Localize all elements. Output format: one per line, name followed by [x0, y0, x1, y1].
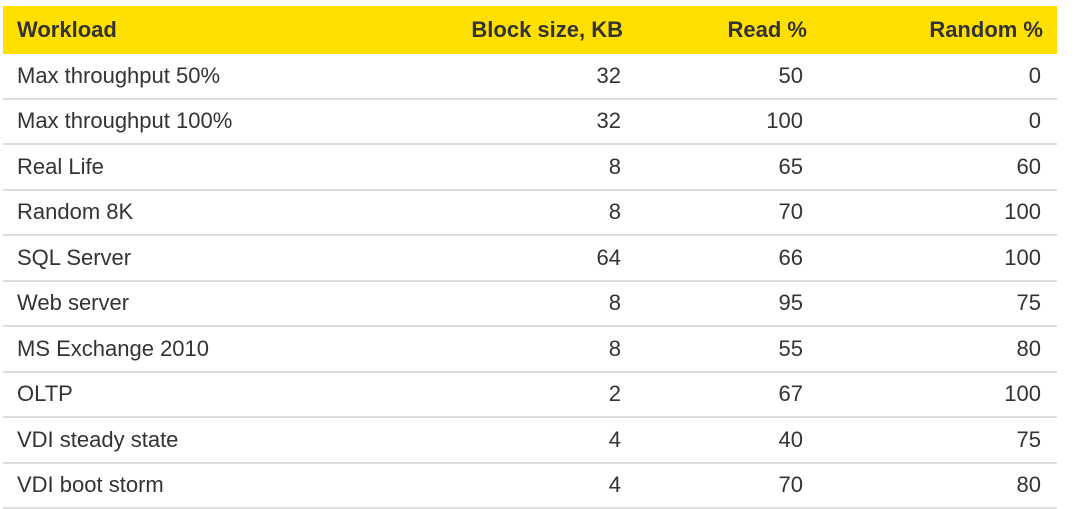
block-size-cell: 8	[421, 326, 623, 373]
workload-cell: MS Exchange 2010	[3, 326, 421, 373]
random-percent-cell: 0	[807, 98, 1057, 145]
table-row: Max throughput 100% 32 100 0	[3, 98, 1057, 145]
table-row: SQL Server 64 66 100	[3, 235, 1057, 282]
read-percent-cell: 66	[623, 235, 807, 282]
workload-cell: Max throughput 50%	[3, 54, 421, 100]
workload-cell: VDI boot storm	[3, 462, 421, 509]
random-percent-cell: 80	[807, 462, 1057, 509]
workload-cell: SQL Server	[3, 235, 421, 282]
block-size-cell: 4	[421, 417, 623, 464]
read-percent-cell: 70	[623, 189, 807, 236]
workload-cell: VDI steady state	[3, 417, 421, 464]
read-percent-cell: 50	[623, 54, 807, 100]
block-size-cell: 32	[421, 98, 623, 145]
table-row: Real Life 8 65 60	[3, 144, 1057, 191]
header-block-size: Block size, KB	[421, 6, 623, 54]
read-percent-cell: 100	[623, 98, 807, 145]
block-size-cell: 8	[421, 189, 623, 236]
random-percent-cell: 60	[807, 144, 1057, 191]
random-percent-cell: 75	[807, 417, 1057, 464]
read-percent-cell: 40	[623, 417, 807, 464]
random-percent-cell: 100	[807, 371, 1057, 418]
table-row: VDI boot storm 4 70 80	[3, 462, 1057, 509]
random-percent-cell: 100	[807, 235, 1057, 282]
block-size-cell: 8	[421, 144, 623, 191]
random-percent-cell: 100	[807, 189, 1057, 236]
header-read-percent: Read %	[623, 6, 807, 54]
header-workload: Workload	[3, 6, 421, 54]
header-random-percent: Random %	[807, 6, 1057, 54]
read-percent-cell: 67	[623, 371, 807, 418]
workload-cell: Web server	[3, 280, 421, 327]
block-size-cell: 8	[421, 280, 623, 327]
workload-cell: Max throughput 100%	[3, 98, 421, 145]
header-row: Workload Block size, KB Read % Random %	[3, 6, 1057, 54]
workload-table: Workload Block size, KB Read % Random % …	[3, 6, 1057, 509]
workload-cell: OLTP	[3, 371, 421, 418]
table-row: MS Exchange 2010 8 55 80	[3, 326, 1057, 373]
workload-cell: Random 8K	[3, 189, 421, 236]
table-row: VDI steady state 4 40 75	[3, 417, 1057, 464]
read-percent-cell: 55	[623, 326, 807, 373]
read-percent-cell: 65	[623, 144, 807, 191]
block-size-cell: 64	[421, 235, 623, 282]
block-size-cell: 4	[421, 462, 623, 509]
table-row: Random 8K 8 70 100	[3, 189, 1057, 236]
random-percent-cell: 75	[807, 280, 1057, 327]
table-row: Max throughput 50% 32 50 0	[3, 54, 1057, 100]
table-row: Web server 8 95 75	[3, 280, 1057, 327]
random-percent-cell: 0	[807, 54, 1057, 100]
block-size-cell: 2	[421, 371, 623, 418]
read-percent-cell: 70	[623, 462, 807, 509]
table-row: OLTP 2 67 100	[3, 371, 1057, 418]
random-percent-cell: 80	[807, 326, 1057, 373]
workload-cell: Real Life	[3, 144, 421, 191]
block-size-cell: 32	[421, 54, 623, 100]
read-percent-cell: 95	[623, 280, 807, 327]
